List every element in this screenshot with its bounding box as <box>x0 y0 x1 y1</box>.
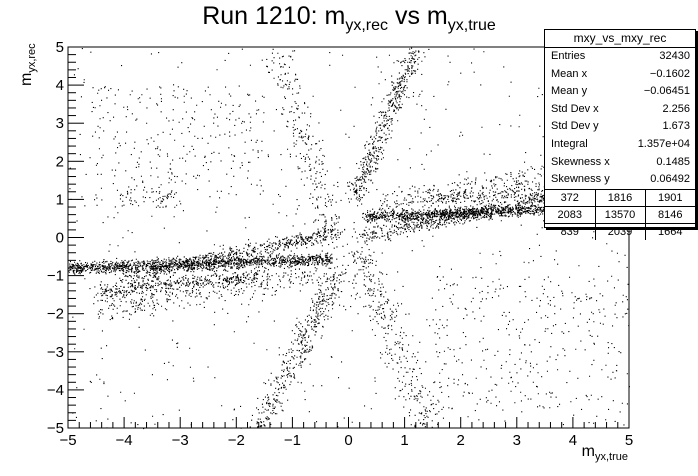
overflow-cell: 2039 <box>594 222 646 240</box>
overflow-cell: 1901 <box>644 188 695 207</box>
stats-box: mxy_vs_mxy_rec Entries 32430 Mean x −0.1602… <box>544 29 696 240</box>
stats-row: Mean x −0.1602 <box>545 66 695 84</box>
stats-row: Skewness x 0.1485 <box>545 154 695 172</box>
x-tick-label: 5 <box>625 432 633 449</box>
stats-label: Skewness x <box>551 155 610 168</box>
x-tick-label: −1 <box>284 432 301 449</box>
y-tick-label: 1 <box>56 191 64 208</box>
overflow-table: 372 1816 1901 2083 13570 8146 839 2039 1664 <box>545 188 695 240</box>
x-axis: −5 −4 −3 −2 −1 0 1 2 3 4 5 <box>59 417 633 449</box>
stats-value: 1.673 <box>662 120 690 133</box>
x-tick-label: 2 <box>457 432 465 449</box>
stats-row: Skewness y 0.06492 <box>545 171 695 189</box>
x-tick-label: 4 <box>569 432 577 449</box>
stats-value: 1.357e+04 <box>637 137 690 150</box>
y-axis: −5 −4 −3 −2 −1 0 1 2 3 4 5 <box>47 39 84 437</box>
overflow-cell: 839 <box>545 222 596 240</box>
stats-value: −0.1602 <box>649 67 690 80</box>
x-tick-label: 3 <box>513 432 521 449</box>
stats-row: Std Dev y 1.673 <box>545 118 695 136</box>
y-tick-label: −5 <box>47 420 64 437</box>
x-axis-label: myx,true <box>581 443 628 463</box>
y-axis-label: myx,rec <box>18 43 38 86</box>
stats-value: 2.256 <box>662 102 690 115</box>
y-tick-label: 5 <box>56 39 64 56</box>
stats-label: Mean x <box>551 67 588 80</box>
overflow-cell: 1816 <box>594 188 646 207</box>
x-tick-label: −5 <box>59 432 76 449</box>
stats-value: −0.06451 <box>643 85 690 98</box>
y-tick-label: 3 <box>56 115 64 132</box>
stats-label: Std Dev x <box>551 102 599 115</box>
overflow-cell: 372 <box>545 188 596 207</box>
stats-value: 0.1485 <box>656 155 690 168</box>
stats-row: Integral 1.357e+04 <box>545 136 695 154</box>
y-tick-label: −3 <box>47 344 64 361</box>
stats-value: 32430 <box>659 50 690 62</box>
x-tick-label: 1 <box>400 432 408 449</box>
y-tick-label: −1 <box>47 268 64 285</box>
chart-title: Run 1210: myx,rec vs myx,true <box>202 2 496 34</box>
stats-label: Integral <box>551 137 588 150</box>
stats-rows: Entries 32430 Mean x −0.1602 Mean y −0.06451 S… <box>545 48 695 189</box>
stats-row: Std Dev x 2.256 <box>545 101 695 119</box>
overflow-cell: 2083 <box>545 205 596 224</box>
stats-row: Entries 32430 <box>545 48 695 66</box>
stats-row: Mean y −0.06451 <box>545 83 695 101</box>
x-tick-label: −2 <box>228 432 245 449</box>
stats-label: Mean y <box>551 85 588 98</box>
scatter-markers <box>68 47 631 430</box>
y-tick-label: 2 <box>56 153 64 170</box>
y-tick-label: 0 <box>56 230 64 247</box>
data-points <box>68 47 631 430</box>
x-tick-label: 0 <box>344 432 352 449</box>
y-tick-label: 4 <box>56 77 64 94</box>
stats-label: Skewness y <box>551 173 610 186</box>
x-tick-label: −3 <box>172 432 189 449</box>
stats-label: Entries <box>551 50 586 62</box>
stats-box-title: mxy_vs_mxy_rec <box>545 30 695 48</box>
stats-value: 0.06492 <box>650 173 690 186</box>
x-tick-label: −4 <box>116 432 133 449</box>
stats-label: Std Dev y <box>551 120 599 133</box>
y-tick-label: −2 <box>47 306 64 323</box>
overflow-cell: 8146 <box>644 205 695 224</box>
y-tick-label: −4 <box>47 382 64 399</box>
overflow-cell: 13570 <box>594 205 646 224</box>
overflow-cell: 1664 <box>644 222 695 240</box>
